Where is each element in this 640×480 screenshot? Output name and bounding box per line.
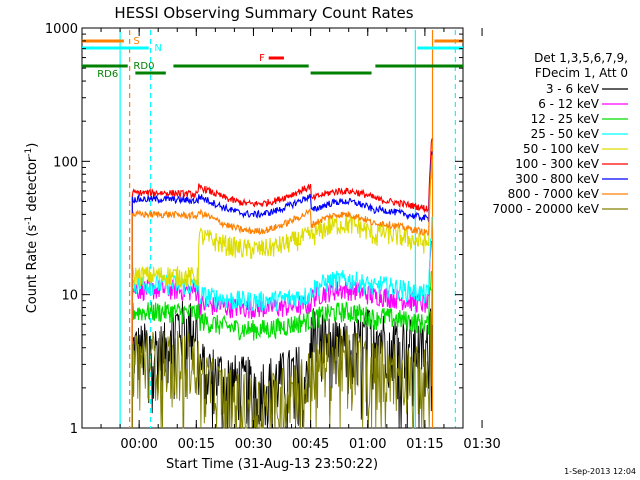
x-axis-label: Start Time (31-Aug-13 23:50:22) bbox=[166, 457, 378, 472]
legend-label-4: 50 - 100 keV bbox=[523, 142, 600, 156]
legend-label-2: 12 - 25 keV bbox=[531, 112, 600, 126]
x-tick-label-6: 01:30 bbox=[463, 437, 500, 452]
x-tick-label-3: 00:45 bbox=[292, 437, 329, 452]
y-axis-label-sup2: -1 bbox=[24, 148, 34, 157]
legend-label-7: 800 - 7000 keV bbox=[508, 187, 600, 201]
legend-label-5: 100 - 300 keV bbox=[515, 157, 599, 171]
flag-label-n: N bbox=[154, 43, 161, 54]
timestamp: 1-Sep-2013 12:04 bbox=[564, 467, 636, 476]
y-tick-label-0: 1 bbox=[70, 422, 78, 437]
legend-label-8: 7000 - 20000 keV bbox=[492, 202, 599, 216]
x-tick-label-2: 00:30 bbox=[235, 437, 272, 452]
series-line-6 bbox=[131, 151, 433, 428]
y-axis-label-part2: detector bbox=[25, 156, 40, 216]
chart-title: HESSI Observing Summary Count Rates bbox=[114, 4, 413, 22]
legend-header-line2: FDecim 1, Att 0 bbox=[535, 66, 628, 80]
axes: 00:00 00:15 00:30 00:45 01:00 01:15 01:30 1 10 10… bbox=[45, 22, 501, 452]
flag-label-f: F bbox=[259, 53, 265, 64]
series-line-4 bbox=[131, 155, 433, 428]
x-tick-label-5: 01:15 bbox=[406, 437, 443, 452]
y-tick-label-2: 100 bbox=[53, 155, 78, 170]
flag-label-s: S bbox=[133, 36, 139, 47]
y-axis-label: Count Rate (s-1 detector-1) bbox=[24, 143, 40, 314]
y-axis-label-part1: Count Rate (s bbox=[25, 225, 40, 314]
y-tick-label-3: 1000 bbox=[45, 22, 78, 37]
legend-label-3: 25 - 50 keV bbox=[531, 127, 600, 141]
flag-label-rd6: RD6 bbox=[97, 69, 118, 80]
series-line-8 bbox=[131, 288, 433, 429]
legend-label-6: 300 - 800 keV bbox=[515, 172, 599, 186]
legend-label-0: 3 - 6 keV bbox=[546, 82, 600, 96]
x-tick-label-4: 01:00 bbox=[349, 437, 386, 452]
series-line-5 bbox=[131, 138, 433, 428]
y-tick-label-1: 10 bbox=[61, 289, 78, 304]
y-axis-label-sup1: -1 bbox=[24, 216, 34, 225]
series-line-7 bbox=[131, 154, 433, 428]
series-line-2 bbox=[131, 270, 433, 428]
y-axis-label-part3: ) bbox=[25, 143, 40, 148]
series-line-3 bbox=[131, 216, 433, 428]
legend: Det 1,3,5,6,7,9, FDecim 1, Att 0 3 - 6 k… bbox=[492, 51, 628, 216]
legend-label-1: 6 - 12 keV bbox=[538, 97, 600, 111]
x-tick-label-1: 00:15 bbox=[178, 437, 215, 452]
legend-header-line1: Det 1,3,5,6,7,9, bbox=[534, 51, 628, 65]
flag-label-rd0: RD0 bbox=[133, 61, 154, 72]
x-tick-label-0: 00:00 bbox=[120, 437, 157, 452]
